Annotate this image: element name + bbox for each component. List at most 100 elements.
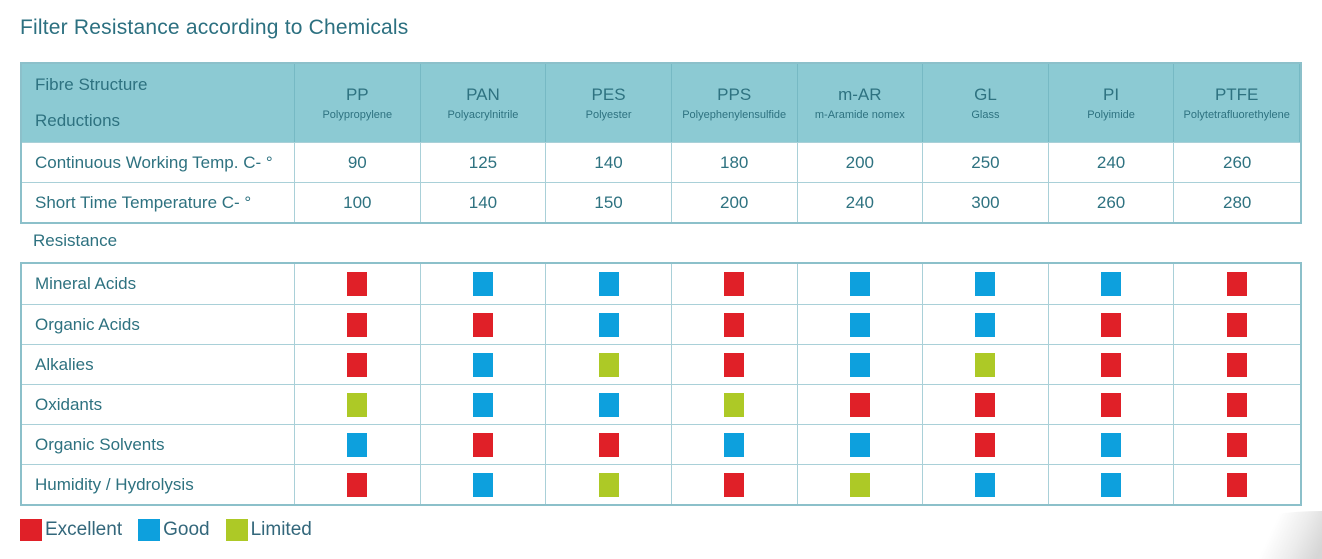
- temperature-value: 250: [923, 142, 1049, 182]
- resistance-cell: [420, 384, 547, 424]
- temperature-value: 180: [671, 142, 798, 182]
- rating-square-excellent: [1227, 312, 1248, 337]
- column-full-name: Polyephenylensulfide: [682, 108, 787, 121]
- column-code: PTFE: [1214, 84, 1259, 104]
- resistance-cell: [1048, 304, 1175, 344]
- rating-square-good: [849, 432, 870, 457]
- resistance-cell: [1048, 424, 1175, 464]
- rating-square-excellent: [724, 312, 745, 337]
- rating-square-excellent: [347, 472, 368, 497]
- rating-square-excellent: [1101, 352, 1122, 377]
- rating-square-limited: [598, 472, 619, 497]
- legend-item-limited: Limited: [225, 519, 312, 541]
- resistance-cell: [546, 424, 672, 464]
- resistance-cell: [923, 384, 1049, 424]
- rating-square-excellent: [1101, 312, 1122, 337]
- column-full-name: Polyimide: [1087, 108, 1135, 121]
- temperature-value: 200: [797, 142, 924, 182]
- column-full-name: Polyester: [585, 108, 632, 121]
- resistance-cell: [923, 344, 1049, 384]
- rating-square-good: [849, 352, 870, 377]
- resistance-cell: [1048, 264, 1175, 304]
- resistance-cell: [295, 264, 421, 304]
- resistance-cell: [1174, 264, 1300, 304]
- rating-square-excellent: [1227, 392, 1248, 417]
- rating-square-limited: [347, 392, 368, 417]
- row-label-humidity-hydrolysis: Humidity / Hydrolysis: [22, 464, 295, 504]
- fibre-structure-table: Fibre Structure Reductions PP Polypropylene…: [20, 62, 1302, 224]
- column-code: PAN: [466, 84, 500, 104]
- rating-square-good: [975, 472, 996, 497]
- resistance-cell: [797, 344, 924, 384]
- header-fibre-structure-reductions: Fibre Structure Reductions: [22, 64, 295, 142]
- resistance-cell: [1048, 464, 1175, 504]
- resistance-cell: [923, 264, 1049, 304]
- temperature-value: 300: [923, 182, 1049, 222]
- column-header-pi: PI Polyimide: [1048, 64, 1175, 142]
- resistance-cell: [1174, 384, 1300, 424]
- temperature-value: 150: [546, 182, 672, 222]
- resistance-cell: [295, 384, 421, 424]
- temperature-value: 90: [295, 142, 421, 182]
- rating-square-excellent: [1227, 352, 1248, 377]
- resistance-cell: [1174, 304, 1300, 344]
- resistance-cell: [546, 344, 672, 384]
- resistance-cell: [546, 464, 672, 504]
- resistance-cell: [546, 264, 672, 304]
- legend-square-limited: [225, 519, 248, 541]
- resistance-table: Mineral Acids Organic Acids Alkalies Oxidan…: [20, 262, 1302, 506]
- rating-square-limited: [724, 392, 745, 417]
- resistance-cell: [295, 344, 421, 384]
- column-header-pes: PES Polyester: [546, 64, 672, 142]
- row-label-organic-solvents: Organic Solvents: [22, 424, 295, 464]
- rating-square-limited: [849, 472, 870, 497]
- resistance-cell: [797, 264, 924, 304]
- resistance-cell: [546, 304, 672, 344]
- legend: Excellent Good Limited: [20, 519, 312, 541]
- legend-label-good: Good: [163, 519, 210, 540]
- temperature-value: 200: [671, 182, 798, 222]
- resistance-cell: [797, 304, 924, 344]
- rating-square-excellent: [849, 392, 870, 417]
- column-full-name: Glass: [971, 108, 1000, 121]
- rating-square-good: [472, 472, 493, 497]
- resistance-cell: [923, 304, 1049, 344]
- column-header-pan: PAN Polyacrylnitrile: [420, 64, 547, 142]
- resistance-cell: [671, 424, 798, 464]
- column-code: PES: [591, 84, 626, 104]
- rating-square-good: [598, 312, 619, 337]
- rating-square-excellent: [975, 392, 996, 417]
- resistance-cell: [1174, 424, 1300, 464]
- resistance-cell: [671, 464, 798, 504]
- rating-square-good: [849, 272, 870, 296]
- column-header-ptfe: PTFE Polytetrafluorethylene: [1174, 64, 1300, 142]
- resistance-cell: [797, 384, 924, 424]
- row-label-alkalies: Alkalies: [22, 344, 295, 384]
- legend-square-good: [138, 519, 161, 541]
- rating-square-good: [724, 432, 745, 457]
- rating-square-excellent: [472, 312, 493, 337]
- rating-square-good: [849, 312, 870, 337]
- resistance-cell: [671, 384, 798, 424]
- resistance-cell: [797, 424, 924, 464]
- resistance-cell: [671, 264, 798, 304]
- resistance-cell: [546, 384, 672, 424]
- column-code: PPS: [717, 84, 752, 104]
- resistance-cell: [420, 424, 547, 464]
- rating-square-excellent: [347, 352, 368, 377]
- temperature-value: 260: [1174, 142, 1300, 182]
- column-header-gl: GL Glass: [923, 64, 1049, 142]
- rating-square-excellent: [975, 432, 996, 457]
- rating-square-good: [975, 272, 996, 296]
- legend-square-excellent: [20, 519, 42, 541]
- row-label-short-time-temperature-c: Short Time Temperature C- °: [22, 182, 295, 222]
- temperature-value: 125: [420, 142, 547, 182]
- column-full-name: Polytetrafluorethylene: [1183, 108, 1290, 121]
- rating-square-excellent: [1227, 272, 1248, 296]
- row-label-mineral-acids: Mineral Acids: [22, 264, 295, 304]
- header-label-line1: Fibre Structure: [35, 75, 148, 94]
- resistance-cell: [420, 264, 547, 304]
- column-header-m-ar: m-AR m-Aramide nomex: [797, 64, 924, 142]
- rating-square-good: [472, 352, 493, 377]
